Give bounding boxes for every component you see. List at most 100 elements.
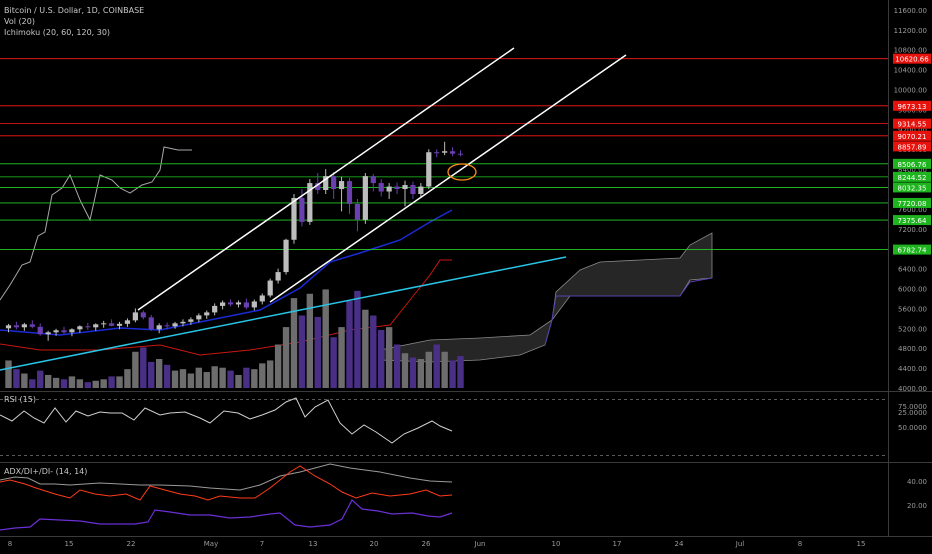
price-label-box bbox=[893, 244, 931, 255]
candle-body bbox=[132, 312, 138, 321]
x-tick-label: 13 bbox=[309, 540, 318, 548]
volume-label: Vol (20) bbox=[4, 17, 35, 26]
volume-bar bbox=[13, 369, 20, 388]
candle-body bbox=[53, 330, 59, 333]
x-tick-label: 26 bbox=[422, 540, 431, 548]
candle-body bbox=[418, 186, 424, 194]
candle-body bbox=[323, 176, 329, 191]
candle-body bbox=[69, 329, 75, 333]
candle-body bbox=[13, 325, 20, 328]
support-trendline bbox=[0, 256, 567, 371]
candle-body bbox=[124, 320, 131, 324]
rsi-tick-label: 75.0000 bbox=[898, 403, 927, 411]
volume-bar bbox=[92, 380, 99, 388]
y-tick-label: 11200.00 bbox=[894, 27, 927, 35]
y-tick-label: 8400.00 bbox=[898, 166, 927, 174]
candle-body bbox=[394, 186, 400, 190]
candle-body bbox=[204, 312, 210, 316]
x-tick-label: May bbox=[204, 540, 218, 548]
price-label: 9070.21 bbox=[898, 133, 927, 141]
y-tick-label: 5600.00 bbox=[898, 305, 927, 313]
candle-body bbox=[188, 319, 194, 322]
candle-body bbox=[410, 185, 416, 194]
volume-bar bbox=[124, 369, 131, 388]
volume-bar bbox=[338, 327, 345, 388]
candle-body bbox=[61, 330, 67, 333]
volume-bar bbox=[449, 360, 456, 388]
x-tick-label: Jul bbox=[735, 540, 745, 548]
candle-body bbox=[354, 203, 361, 220]
volume-bar bbox=[322, 289, 329, 388]
candle-body bbox=[196, 315, 202, 320]
volume-bar bbox=[84, 382, 91, 388]
x-tick-label: 24 bbox=[675, 540, 684, 548]
adx-label: ADX/DI+/DI- (14, 14) bbox=[4, 467, 88, 476]
volume-bar bbox=[132, 351, 139, 388]
volume-bar bbox=[385, 327, 393, 388]
candle-body bbox=[291, 197, 297, 240]
price-label-box bbox=[893, 197, 931, 208]
volume-bar bbox=[76, 379, 84, 388]
di-minus-line bbox=[0, 465, 453, 501]
y-tick-label: 4800.00 bbox=[898, 345, 927, 353]
price-label: 10620.66 bbox=[895, 56, 929, 64]
rsi-tick-label: 50.0000 bbox=[898, 424, 927, 432]
adx-line bbox=[0, 463, 453, 491]
price-label-box bbox=[893, 215, 931, 226]
volume-bar bbox=[401, 353, 409, 388]
adx-tick-label: 20.00 bbox=[907, 502, 927, 510]
candle-body bbox=[235, 302, 242, 305]
candle-body bbox=[449, 151, 456, 154]
volume-bar bbox=[274, 344, 282, 388]
x-tick-label: 7 bbox=[260, 540, 264, 548]
volume-bar bbox=[100, 379, 107, 388]
candle-body bbox=[156, 325, 162, 330]
volume-bar bbox=[409, 357, 417, 388]
candle-body bbox=[267, 280, 273, 296]
volume-bar bbox=[219, 367, 226, 388]
price-label-box bbox=[893, 100, 931, 111]
volume-bar bbox=[441, 351, 448, 388]
candle-body bbox=[338, 181, 345, 190]
volume-bar bbox=[179, 369, 187, 388]
x-tick-label: 20 bbox=[370, 540, 379, 548]
candle-body bbox=[259, 295, 265, 302]
y-tick-label: 6400.00 bbox=[898, 266, 927, 274]
volume-bar bbox=[243, 367, 250, 388]
candle-body bbox=[402, 185, 408, 190]
volume-bar bbox=[29, 379, 36, 388]
volume-bar bbox=[235, 374, 242, 388]
candle-body bbox=[180, 321, 186, 324]
volume-bar bbox=[195, 367, 203, 388]
x-tick-label: 15 bbox=[857, 540, 866, 548]
volume-bar bbox=[378, 330, 385, 388]
y-tick-label: 11600.00 bbox=[894, 7, 927, 15]
volume-bar bbox=[44, 374, 52, 388]
rsi-tick-label: 25.0000 bbox=[898, 409, 927, 417]
volume-bar bbox=[21, 373, 28, 388]
volume-bar bbox=[346, 301, 353, 388]
volume-bar bbox=[251, 369, 258, 388]
y-tick-label: 10000.00 bbox=[894, 87, 927, 95]
volume-bar bbox=[148, 361, 155, 388]
candle-body bbox=[434, 152, 440, 154]
y-tick-label: 7200.00 bbox=[898, 226, 927, 234]
candle-body bbox=[370, 176, 376, 184]
volume-bar bbox=[393, 344, 401, 388]
volume-bar bbox=[259, 363, 266, 388]
price-label: 9314.55 bbox=[898, 121, 927, 129]
y-tick-label: 4000.00 bbox=[898, 385, 927, 393]
price-label: 7375.64 bbox=[898, 217, 927, 225]
price-label-box bbox=[893, 141, 931, 152]
candle-body bbox=[362, 176, 368, 220]
volume-bar bbox=[116, 376, 123, 388]
price-label: 8032.35 bbox=[898, 184, 927, 192]
x-tick-label: 17 bbox=[613, 540, 622, 548]
di-plus-line bbox=[0, 499, 453, 531]
candle-body bbox=[172, 323, 178, 327]
y-tick-label: 5200.00 bbox=[898, 325, 927, 333]
rsi-label: RSI (15) bbox=[4, 395, 36, 404]
volume-bar bbox=[417, 359, 425, 388]
